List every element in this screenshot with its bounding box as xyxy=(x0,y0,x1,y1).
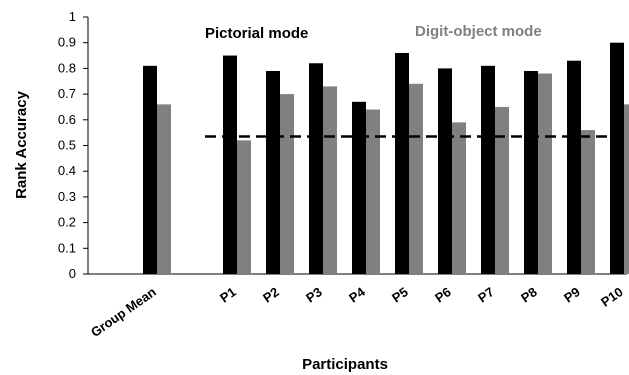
bar-pictorial-mode xyxy=(266,70,280,274)
y-tick-label: 0.5 xyxy=(58,138,76,153)
y-tick-label: 0.1 xyxy=(58,240,76,255)
x-tick-label: P10 xyxy=(598,284,626,310)
x-axis: Group Mean P1 P2 P3 P4 P5 P6 P7 P8 P9 P10 xyxy=(88,273,627,340)
y-axis: 0 0.1 0.2 0.3 0.4 0.5 0.6 0.7 0.8 0.9 1 xyxy=(58,9,89,281)
bar-digit-object-mode xyxy=(624,104,629,274)
x-tick-label: P5 xyxy=(389,284,411,305)
legend-pictorial-mode: Pictorial mode xyxy=(205,25,308,42)
bar-digit-object-mode xyxy=(157,104,171,274)
bar-pictorial-mode xyxy=(395,52,409,275)
bar-digit-object-mode xyxy=(237,140,251,274)
y-tick-label: 0.7 xyxy=(58,86,76,101)
bar-pictorial-mode xyxy=(481,65,495,274)
x-axis-title: Participants xyxy=(302,356,388,373)
x-tick-label: P4 xyxy=(346,284,368,306)
x-tick-label: P9 xyxy=(561,284,583,305)
x-tick-label: P7 xyxy=(475,284,497,305)
x-tick-label: Group Mean xyxy=(88,284,159,340)
bars xyxy=(143,42,629,275)
y-tick-label: 1 xyxy=(69,9,76,24)
x-tick-label: P1 xyxy=(217,284,239,305)
y-tick-label: 0.6 xyxy=(58,112,76,127)
y-axis-title: Rank Accuracy xyxy=(13,90,30,198)
x-tick-label: P8 xyxy=(518,284,540,305)
x-tick-label: P6 xyxy=(432,284,454,305)
bar-pictorial-mode xyxy=(524,70,538,274)
bar-pictorial-mode xyxy=(309,63,323,275)
bar-pictorial-mode xyxy=(610,42,624,275)
x-tick-label: P3 xyxy=(303,284,325,305)
legend: Pictorial mode Digit-object mode xyxy=(205,23,542,42)
bar-digit-object-mode xyxy=(409,83,423,274)
bar-digit-object-mode xyxy=(452,122,466,275)
bar-pictorial-mode xyxy=(567,60,581,274)
legend-digit-object-mode: Digit-object mode xyxy=(415,23,542,40)
bar-digit-object-mode xyxy=(323,86,337,274)
bar-digit-object-mode xyxy=(366,109,380,275)
y-tick-label: 0.4 xyxy=(58,163,76,178)
bar-digit-object-mode xyxy=(581,130,595,274)
bar-pictorial-mode xyxy=(438,68,452,275)
bar-digit-object-mode xyxy=(538,73,552,274)
bar-pictorial-mode xyxy=(143,65,157,274)
bar-pictorial-mode xyxy=(223,55,237,274)
x-tick-label: P2 xyxy=(260,284,282,305)
y-tick-label: 0 xyxy=(69,266,76,281)
y-tick-label: 0.3 xyxy=(58,189,76,204)
bar-digit-object-mode xyxy=(280,94,294,274)
bar-digit-object-mode xyxy=(495,106,509,274)
y-tick-label: 0.9 xyxy=(58,35,76,50)
y-tick-label: 0.2 xyxy=(58,215,76,230)
y-tick-label: 0.8 xyxy=(58,60,76,75)
bar-pictorial-mode xyxy=(352,101,366,274)
